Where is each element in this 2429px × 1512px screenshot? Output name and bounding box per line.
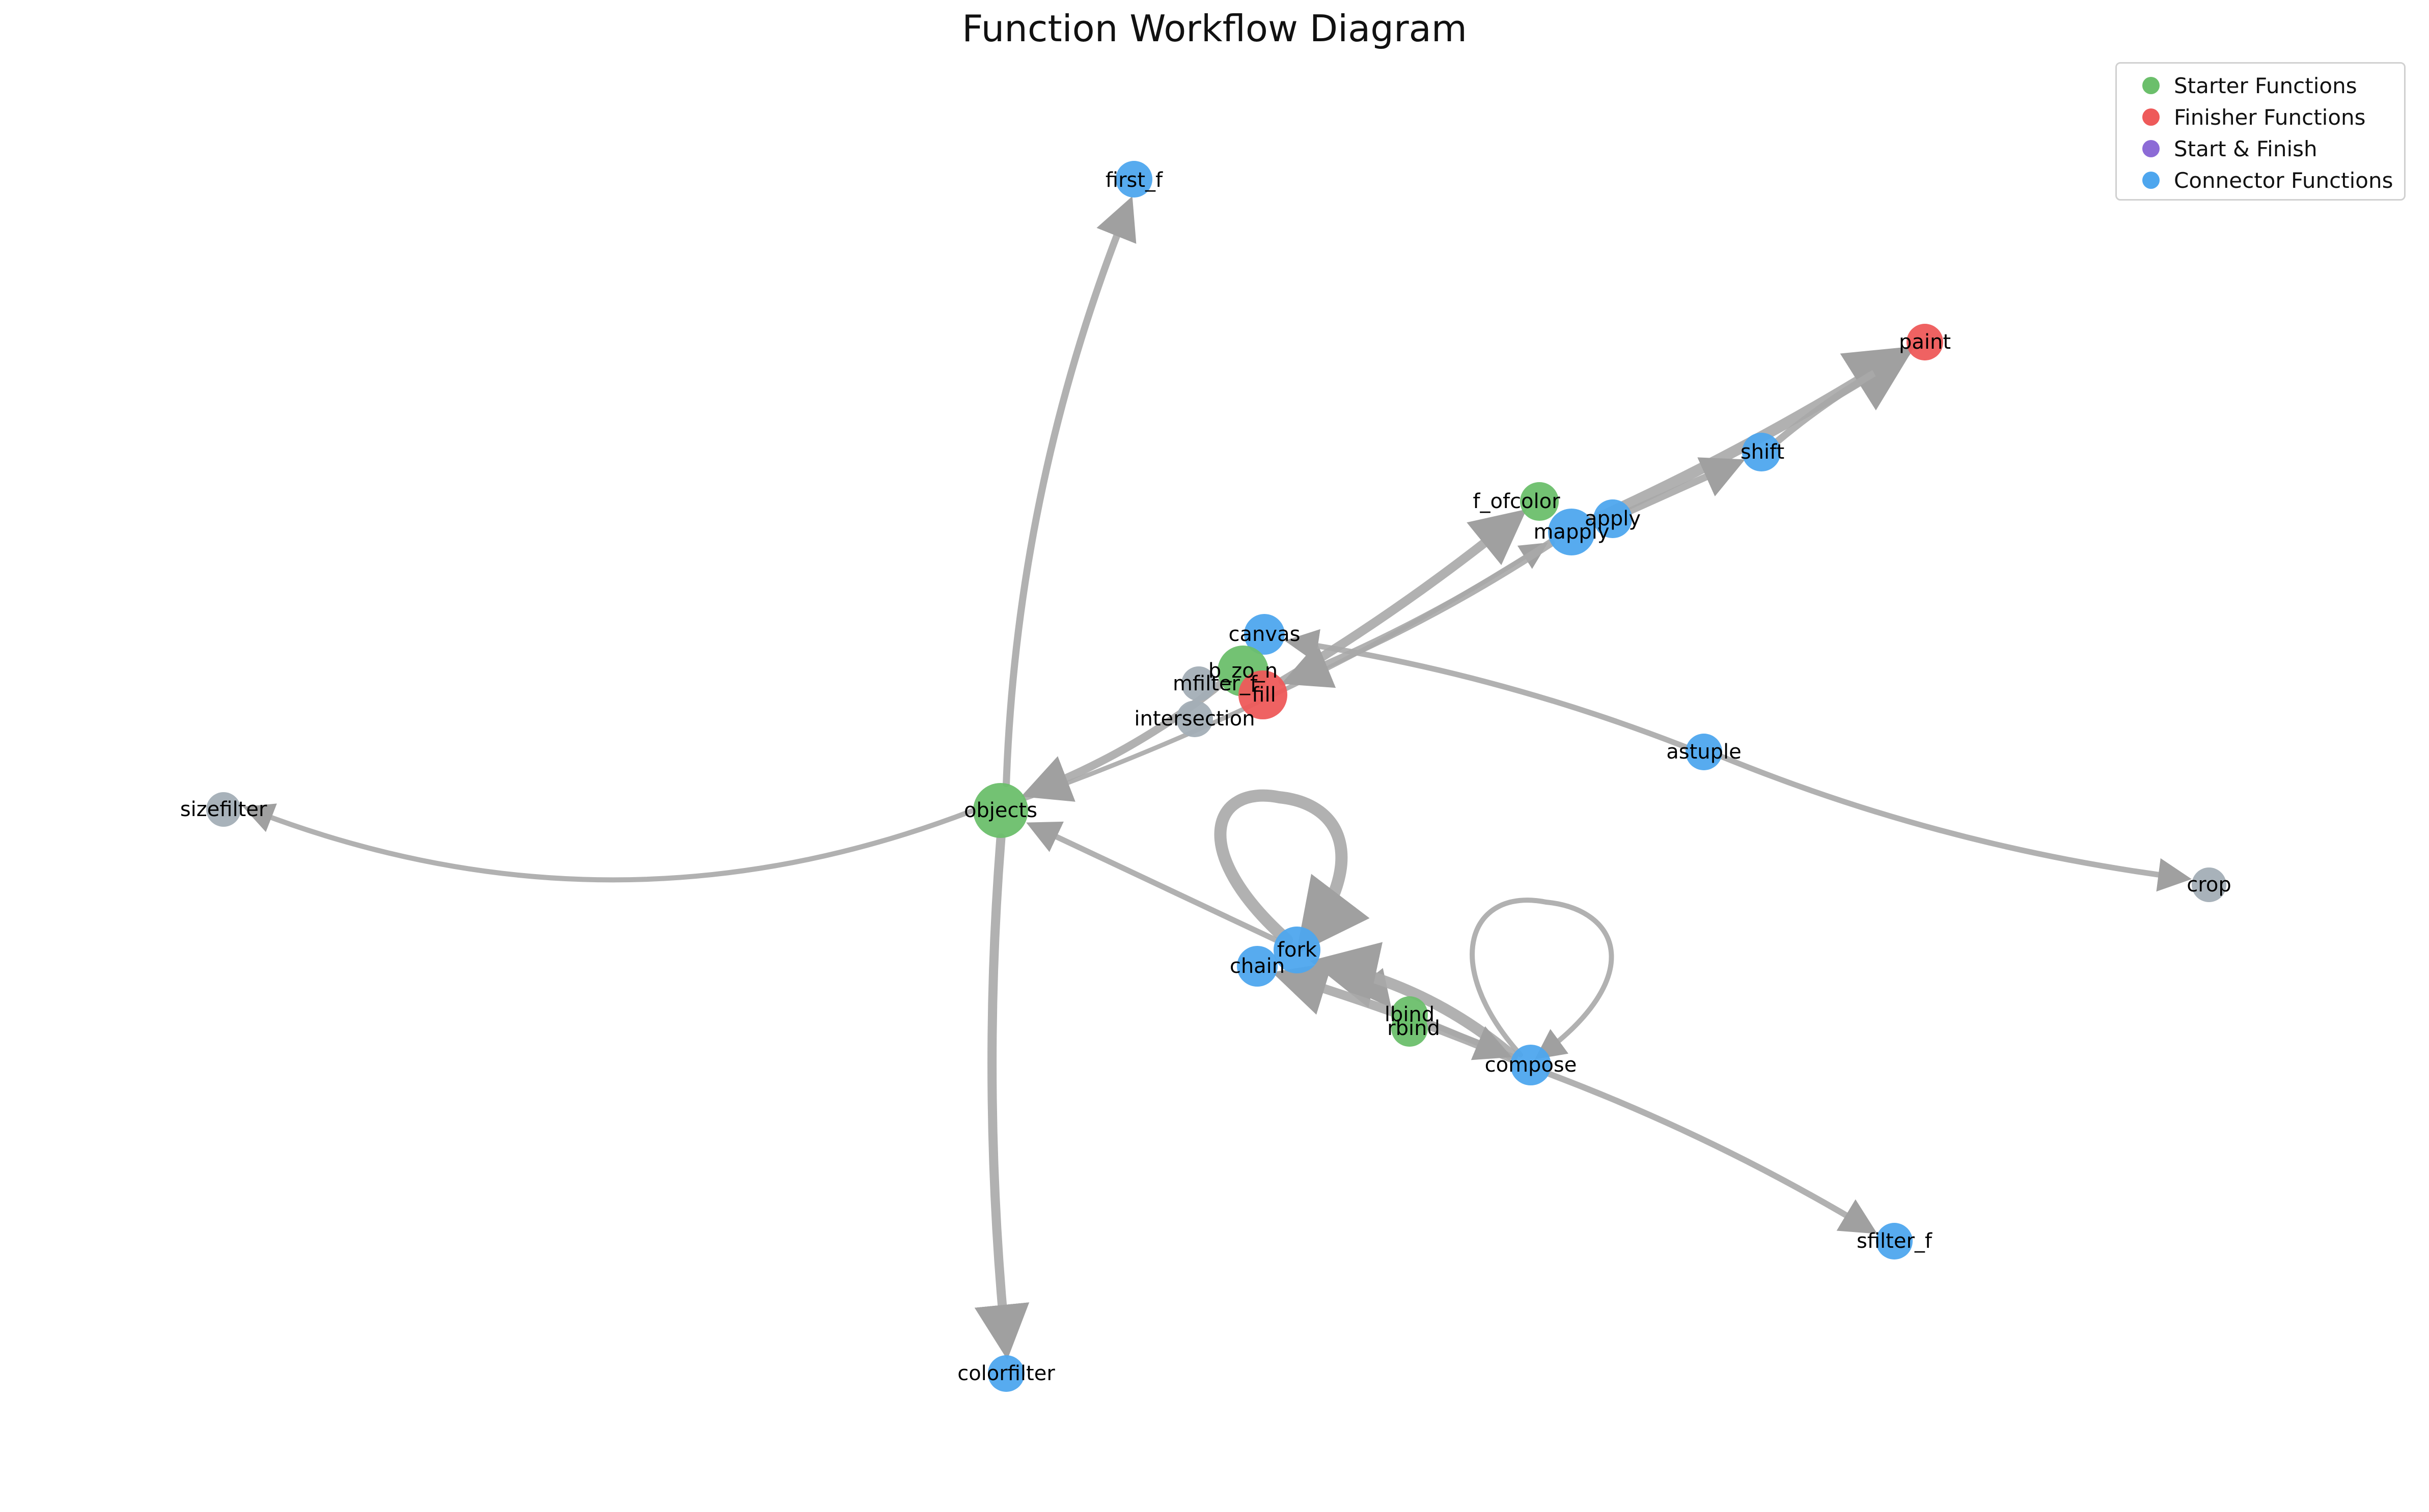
- legend-item-both: Start & Finish: [2126, 133, 2395, 164]
- node-objects: [973, 783, 1028, 838]
- node-label-first_f: first_f: [1106, 169, 1163, 192]
- legend-swatch-both: [2142, 140, 2160, 157]
- edge-astuple-to-crop: [1719, 753, 2192, 892]
- node-label-shift: shift: [1741, 440, 1784, 464]
- legend-swatch-finisher: [2142, 108, 2160, 126]
- legend: Starter Functions Finisher Functions Start…: [2115, 62, 2406, 201]
- legend-item-connector: Connector Functions: [2126, 164, 2395, 196]
- legend-label-both: Start & Finish: [2174, 136, 2317, 161]
- node-colorfilter: [988, 1355, 1025, 1392]
- legend-label-finisher: Finisher Functions: [2174, 104, 2366, 130]
- node-label-sfilter_f: sfilter_f: [1857, 1229, 1933, 1253]
- legend-label-starter: Starter Functions: [2174, 73, 2357, 98]
- legend-swatch-connector: [2142, 172, 2160, 189]
- node-label-mapply: mapply: [1533, 520, 1609, 544]
- node-mapply: [1548, 509, 1595, 555]
- node-label-rbind: rbind: [1387, 1017, 1440, 1040]
- node-canvas: [1244, 614, 1285, 655]
- node-label-objects: objects: [964, 799, 1037, 822]
- edge-lbind-to-compose: [1423, 1018, 1512, 1060]
- node-intersection: [1176, 701, 1213, 737]
- node-label-crop: crop: [2187, 873, 2231, 897]
- node-mfilter_f: [1181, 666, 1216, 701]
- node-sizefilter: [206, 792, 241, 827]
- node-apply: [1593, 499, 1632, 538]
- node-shift: [1742, 433, 1781, 471]
- legend-item-starter: Starter Functions: [2126, 70, 2395, 101]
- node-label-lbind: lbind: [1385, 1003, 1434, 1026]
- edge-fill-to-f_ofcolor: [1278, 509, 1527, 686]
- node-label-mfilter_f: mfilter_f: [1173, 672, 1258, 695]
- edge-compose-to-compose: [1470, 898, 1614, 1059]
- edge-apply-to-shift: [1626, 457, 1746, 515]
- node-astuple: [1686, 734, 1722, 770]
- node-crop: [2192, 867, 2226, 902]
- legend-item-finisher: Finisher Functions: [2126, 101, 2395, 133]
- node-rbind: [1391, 1010, 1428, 1047]
- node-label-fill: fill: [1252, 683, 1276, 707]
- edge-mapply-to-paint: [1586, 346, 1915, 527]
- edge-fork-to-fork: [1214, 789, 1370, 955]
- edge-b_zo_n-to-objects: [1021, 679, 1225, 802]
- node-paint: [1907, 324, 1943, 360]
- edge-objects-to-colorfilter: [974, 833, 1030, 1360]
- node-label-fork: fork: [1277, 938, 1317, 962]
- node-label-colorfilter: colorfilter: [957, 1362, 1055, 1385]
- edge-fork-to-objects: [1026, 821, 1279, 943]
- node-label-paint: paint: [1899, 330, 1951, 354]
- edge-shift-to-paint: [1774, 352, 1912, 445]
- edge-astuple-to-canvas: [1284, 629, 1689, 750]
- node-sfilter_f: [1876, 1223, 1913, 1259]
- node-label-chain: chain: [1230, 955, 1285, 978]
- node-label-b_zo_n: b_zo_n: [1208, 659, 1278, 683]
- edge-objects-to-sizefilter: [243, 803, 976, 883]
- node-label-apply: apply: [1585, 507, 1641, 530]
- edge-objects-to-first_f: [1003, 196, 1137, 788]
- node-chain: [1237, 946, 1278, 987]
- node-fill: [1238, 670, 1287, 719]
- edge-mapply-to-fill: [1281, 539, 1555, 688]
- legend-swatch-starter: [2142, 77, 2160, 94]
- diagram-title: Function Workflow Diagram: [962, 7, 1467, 50]
- node-f_ofcolor: [1520, 482, 1559, 521]
- node-label-astuple: astuple: [1666, 740, 1742, 764]
- node-compose: [1510, 1045, 1551, 1085]
- node-fork: [1274, 927, 1320, 973]
- node-label-sizefilter: sizefilter: [180, 798, 267, 821]
- node-label-intersection: intersection: [1134, 707, 1255, 731]
- legend-label-connector: Connector Functions: [2174, 167, 2393, 193]
- edge-compose-to-sfilter_f: [1546, 1071, 1878, 1234]
- nodes-layer: [206, 161, 2226, 1392]
- node-label-f_ofcolor: f_ofcolor: [1473, 490, 1560, 513]
- node-first_f: [1116, 161, 1152, 198]
- node-label-canvas: canvas: [1229, 623, 1301, 646]
- edges-layer: [243, 196, 2192, 1360]
- node-label-compose: compose: [1485, 1053, 1577, 1077]
